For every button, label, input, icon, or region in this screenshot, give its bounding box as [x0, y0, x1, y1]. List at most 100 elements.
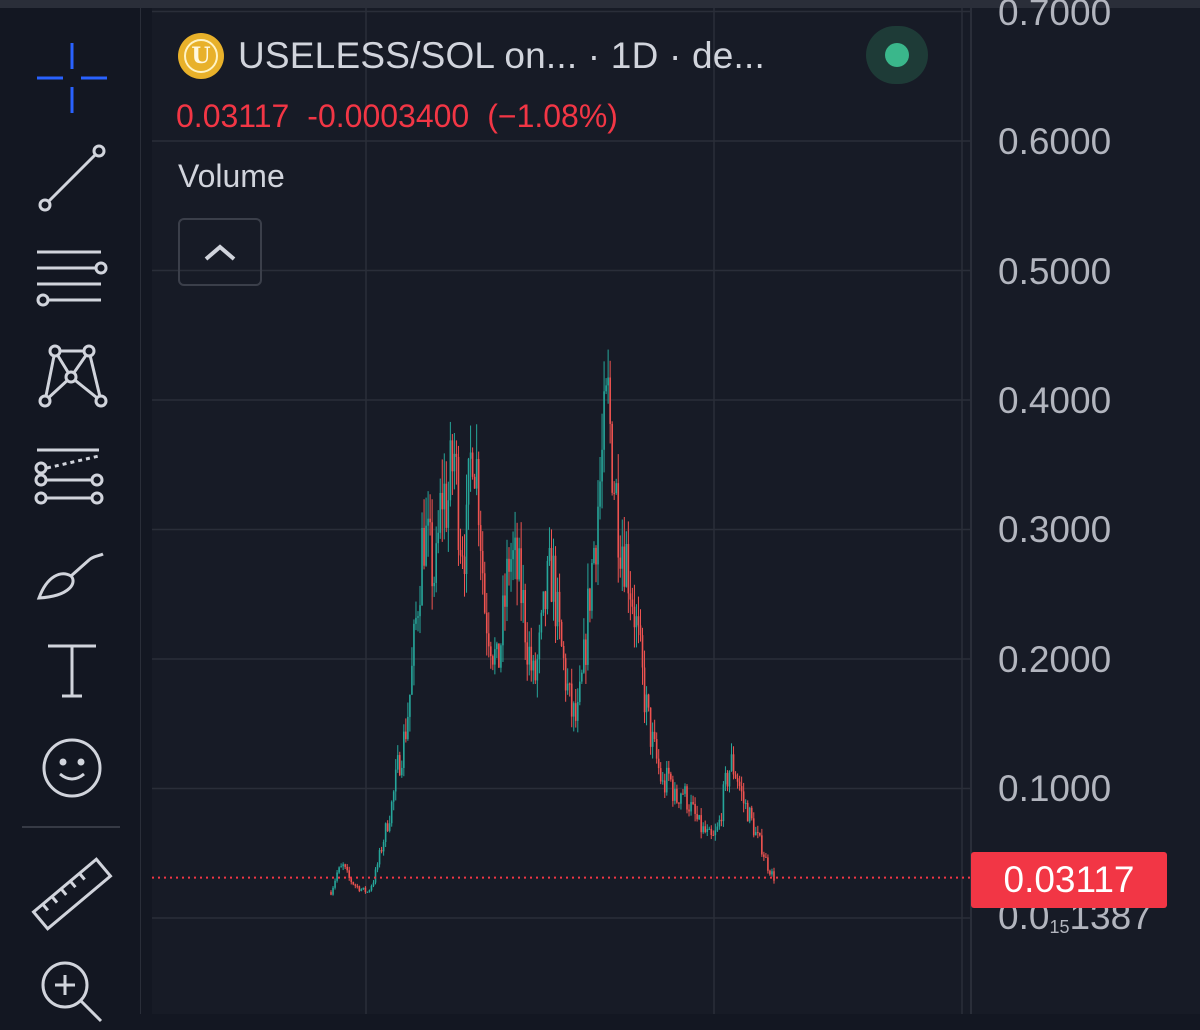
candle-body: [388, 823, 391, 831]
axis-label-0100: 0.1000: [998, 768, 1112, 809]
candle-body: [506, 558, 508, 607]
candle-body: [429, 518, 431, 523]
candle-body: [734, 774, 737, 779]
candle-body: [765, 856, 767, 858]
pattern-tool[interactable]: [28, 338, 116, 414]
candle-body: [726, 772, 729, 787]
candle-body: [425, 525, 427, 566]
candle-body: [702, 826, 705, 833]
candle-body: [601, 449, 603, 482]
crosshair-tool[interactable]: [28, 40, 116, 116]
candle-body: [457, 456, 460, 550]
candle-body: [647, 694, 650, 708]
brush-tool[interactable]: [28, 538, 116, 614]
candle-body: [475, 458, 478, 489]
candle-body: [459, 549, 462, 556]
zoom-in-tool[interactable]: [28, 954, 116, 1030]
price-chart[interactable]: [152, 8, 1200, 1014]
candle-body: [710, 828, 713, 835]
price-change-pct: (−1.08%): [487, 98, 618, 134]
candle-body: [396, 755, 399, 770]
candle-body: [400, 767, 403, 776]
candle-body: [386, 823, 389, 831]
candle-body: [593, 547, 595, 564]
candle-body: [576, 701, 579, 721]
candle-body: [627, 544, 630, 594]
pattern-icon: [38, 344, 108, 408]
candle-body: [684, 786, 686, 794]
candle-body: [649, 707, 652, 747]
candle-body: [639, 625, 642, 636]
ruler-tool[interactable]: [28, 856, 116, 932]
candle-body: [496, 643, 498, 650]
candle-body: [736, 778, 739, 782]
emoji-tool[interactable]: [28, 730, 116, 806]
ruler-icon: [31, 857, 113, 931]
trend-line-icon: [38, 144, 106, 212]
candle-body: [348, 870, 351, 878]
candle-body: [767, 857, 769, 871]
candle-body: [548, 547, 551, 561]
candle-body: [728, 770, 731, 787]
candle-body: [532, 660, 535, 671]
candle-body: [657, 758, 660, 769]
candle-body: [334, 880, 336, 888]
candle-body: [366, 891, 369, 893]
candle-body: [572, 703, 575, 717]
market-status-button[interactable]: [866, 26, 928, 84]
trend-line-tool[interactable]: [28, 140, 116, 216]
candle-body: [609, 377, 611, 424]
forecast-tool[interactable]: [28, 438, 116, 514]
symbol-legend[interactable]: U USELESS/SOL on... · 1D · de...: [178, 26, 765, 86]
emoji-icon: [42, 738, 102, 798]
candle-body: [629, 593, 632, 600]
axis-label-0300: 0.3000: [998, 509, 1112, 550]
volume-indicator-label[interactable]: Volume: [178, 158, 285, 194]
candle-body: [477, 458, 480, 526]
toolbar-separator: [22, 826, 120, 828]
candle-body: [508, 558, 510, 572]
axis-label-0500: 0.5000: [998, 251, 1112, 292]
candle-body: [712, 834, 715, 836]
axis-label-0700: 0.7000: [998, 0, 1112, 33]
candle-body: [518, 548, 520, 580]
candle-body: [378, 850, 381, 865]
candle-body: [694, 803, 696, 814]
candle-body: [686, 786, 688, 810]
crosshair-icon: [37, 43, 107, 113]
candle-body: [483, 573, 486, 613]
candle-body: [597, 506, 599, 565]
last-price-tag: 0.03117: [971, 852, 1167, 908]
chevron-up-icon: [204, 244, 236, 261]
candle-body: [423, 527, 425, 566]
horizontal-lines-icon: [36, 250, 108, 307]
candle-body: [494, 649, 496, 665]
horizontal-lines-tool[interactable]: [28, 240, 116, 316]
axis-label-0400: 0.4000: [998, 380, 1112, 421]
candle-body: [752, 818, 755, 836]
candle-body: [465, 504, 468, 574]
candle-body: [415, 617, 417, 624]
candle-body: [708, 828, 711, 830]
symbol-title[interactable]: USELESS/SOL on... · 1D · de...: [238, 35, 765, 76]
candle-body: [730, 754, 733, 771]
candle-body: [332, 887, 334, 895]
candle-body: [356, 885, 359, 887]
candle-body: [528, 646, 531, 665]
candle-body: [534, 660, 537, 681]
candle-body: [773, 871, 775, 881]
candle-body: [724, 772, 727, 785]
text-tool[interactable]: [28, 632, 116, 708]
candle-body: [524, 589, 527, 643]
candle-body: [417, 616, 419, 618]
candle-body: [439, 492, 442, 533]
collapse-indicators-button[interactable]: [178, 218, 262, 286]
candle-body: [431, 522, 433, 587]
candle-body: [492, 656, 494, 665]
candle-body: [362, 887, 365, 890]
candle-body: [437, 532, 440, 544]
chart-pane[interactable]: [152, 8, 1200, 1014]
last-price-value: 0.03117: [176, 98, 290, 134]
price-change: -0.0003400: [307, 98, 470, 134]
candle-body: [623, 546, 626, 587]
